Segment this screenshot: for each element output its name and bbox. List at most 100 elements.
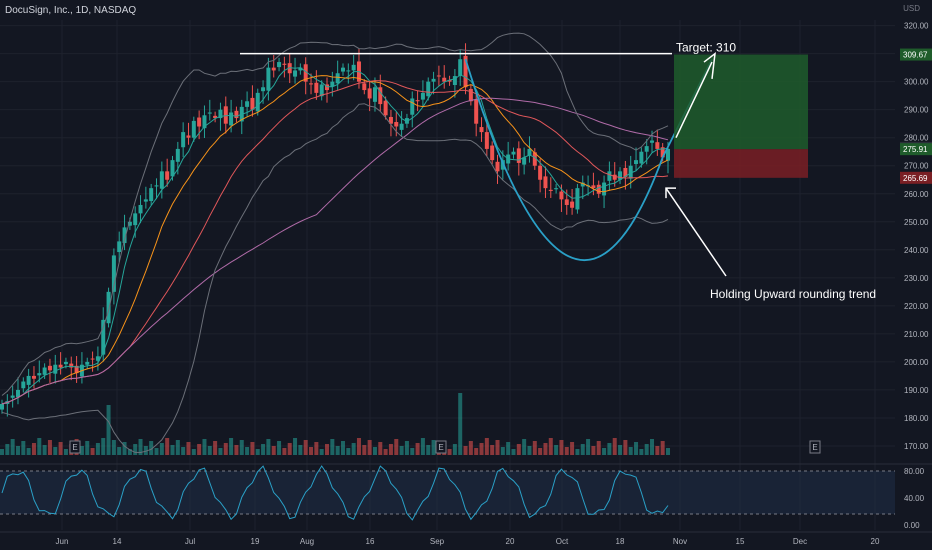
- candle-body: [271, 67, 276, 71]
- y-tick-label: 180.00: [904, 414, 929, 423]
- candle-body: [650, 140, 655, 143]
- candle-body: [394, 122, 399, 127]
- candle-body: [197, 117, 202, 127]
- volume-bar: [325, 444, 330, 455]
- candle-body: [287, 63, 292, 74]
- candle-body: [170, 160, 175, 177]
- candle-body: [660, 147, 665, 158]
- y-tick-label: 170.00: [904, 442, 929, 451]
- volume-bar: [47, 440, 52, 455]
- volume-bar: [95, 443, 100, 455]
- candle-body: [293, 70, 298, 77]
- volume-bar: [415, 443, 420, 455]
- candle-body: [309, 83, 314, 85]
- volume-bar: [351, 443, 356, 455]
- volume-bar: [319, 449, 324, 455]
- volume-bar: [490, 445, 495, 455]
- candle-body: [175, 148, 180, 162]
- volume-bar: [181, 447, 186, 455]
- volume-bar: [234, 445, 239, 455]
- volume-bar: [559, 440, 564, 455]
- volume-bar: [63, 449, 68, 455]
- volume-bar: [213, 441, 218, 455]
- volume-bar: [90, 448, 95, 455]
- candle-body: [607, 171, 612, 181]
- y-tick-label: 290.00: [904, 106, 929, 115]
- volume-bar: [506, 442, 511, 455]
- price-badge-label: 265.69: [903, 174, 928, 183]
- candle-body: [495, 161, 500, 172]
- volume-bar: [628, 447, 633, 455]
- earnings-label: E: [72, 443, 77, 452]
- x-tick-label: 19: [251, 537, 260, 546]
- candle-body: [468, 88, 473, 102]
- candle-body: [618, 171, 623, 180]
- candle-body: [559, 191, 564, 200]
- candle-body: [410, 98, 415, 115]
- price-badge-label: 275.91: [903, 145, 928, 154]
- y-tick-label: 210.00: [904, 330, 929, 339]
- candle-body: [138, 204, 143, 214]
- volume-bar: [165, 438, 170, 455]
- candle-body: [490, 145, 495, 161]
- candle-body: [436, 75, 441, 77]
- y-tick-label: 260.00: [904, 190, 929, 199]
- candle-body: [0, 403, 4, 410]
- x-tick-label: Aug: [300, 537, 314, 546]
- volume-bar: [53, 447, 58, 455]
- up-arrow: [675, 61, 713, 139]
- currency-label: USD: [903, 4, 920, 13]
- volume-bar: [5, 444, 10, 455]
- candle-body: [298, 67, 303, 71]
- candle-body: [431, 78, 436, 82]
- y-tick-label: 320.00: [904, 22, 929, 31]
- volume-bar: [394, 439, 399, 455]
- volume-bar: [420, 438, 425, 455]
- arrowhead: [665, 187, 676, 199]
- volume-bar: [410, 448, 415, 455]
- volume-bar: [21, 441, 26, 455]
- volume-bar: [277, 441, 282, 455]
- x-tick-label: Jul: [185, 537, 195, 546]
- candle-body: [325, 84, 330, 91]
- volume-bar: [570, 442, 575, 455]
- candle-body: [628, 165, 633, 179]
- candle-body: [229, 112, 234, 126]
- volume-bar: [655, 446, 660, 455]
- volume-bar: [575, 449, 580, 455]
- x-tick-label: Oct: [556, 537, 569, 546]
- candle-body: [543, 176, 548, 189]
- volume-bar: [335, 446, 340, 455]
- volume-bar: [580, 444, 585, 455]
- volume-bar: [362, 445, 367, 455]
- oscillator-line: [1, 465, 669, 521]
- candle-body: [303, 64, 308, 82]
- candle-body: [538, 165, 543, 180]
- candle-body: [330, 81, 335, 87]
- candle-body: [415, 100, 420, 102]
- candle-body: [186, 135, 191, 138]
- candle-body: [266, 67, 271, 91]
- candle-body: [106, 291, 111, 324]
- volume-bar: [245, 447, 250, 455]
- y-tick-label: 250.00: [904, 218, 929, 227]
- candle-body: [591, 185, 596, 189]
- volume-bar: [309, 447, 314, 455]
- arrowhead: [703, 51, 716, 79]
- volume-bar: [612, 438, 617, 455]
- volume-bar: [287, 443, 292, 455]
- volume-bar: [170, 445, 175, 455]
- candle-body: [101, 319, 106, 355]
- candle-body: [207, 112, 212, 114]
- x-tick-label: 14: [113, 537, 122, 546]
- bollinger-lower: [1, 103, 669, 454]
- candle-body: [458, 59, 463, 77]
- candle-body: [575, 188, 580, 210]
- volume-bar: [532, 441, 537, 455]
- x-tick-label: Jun: [56, 537, 69, 546]
- volume-bar: [634, 442, 639, 455]
- candle-body: [47, 365, 52, 371]
- candle-body: [634, 160, 639, 165]
- price-badge: [900, 143, 932, 156]
